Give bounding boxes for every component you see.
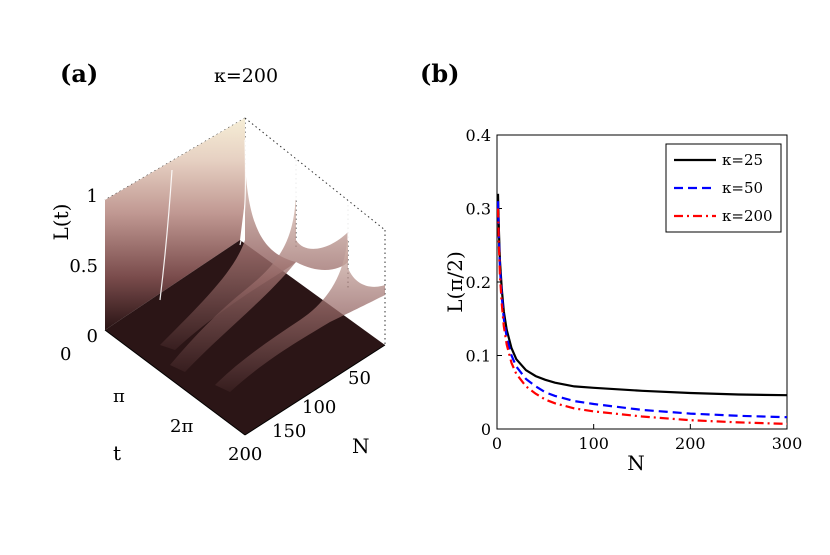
y-tick-label-3: 0.3 [466,200,491,219]
surface-back-wall [105,118,245,330]
surface-peak-lines [159,139,349,301]
panel-a-ttick-pi: π [113,386,125,407]
panel-b-ylabel: L(π/2) [443,251,467,313]
panel-b-series [496,193,788,425]
panel-b-legend: κ=25 κ=50 κ=200 [665,143,782,233]
panel-a-ttick-2pi: 2π [170,416,193,437]
y-tick-label-0: 0 [481,420,491,439]
panel-b-line-chart: (b) 0 100 200 300 0 0.1 0.2 0.3 0.4 L(π/2) N κ=2… [420,59,802,475]
series-line-kappa-200 [496,208,788,425]
panel-a-title: κ=200 [214,65,278,87]
x-tick-label-0: 0 [492,434,502,453]
x-tick-label-3: 300 [772,434,803,453]
panel-a-ylabel: N [352,434,370,458]
panel-a-surface-plot: (a) κ=200 L [49,59,386,465]
panel-b-ticks: 0 100 200 300 0 0.1 0.2 0.3 0.4 [466,126,803,453]
x-tick-label-1: 100 [578,434,609,453]
surface-ridge-1 [160,160,296,350]
panel-a-ntick-100: 100 [302,397,336,418]
panel-b-xlabel: N [627,451,645,475]
panel-a-front-edges [104,329,386,436]
series-line-kappa-50 [496,201,788,419]
legend-box [665,143,782,233]
x-tick-label-2: 200 [675,434,706,453]
panel-a-zlabel: L(t) [49,204,73,241]
legend-label-kappa-200: κ=200 [722,207,773,225]
legend-label-kappa-50: κ=50 [722,179,763,197]
panel-a-ntick-150: 150 [272,421,306,442]
legend-label-kappa-25: κ=25 [722,151,763,169]
y-tick-label-1: 0.1 [466,347,491,366]
y-tick-label-2: 0.2 [466,273,491,292]
panel-a-ntick-50: 50 [348,368,371,389]
surface-floor [105,240,385,435]
panel-a-ntick-200: 200 [228,444,262,465]
panel-a-ztick-0: 0 [87,326,98,347]
panel-a-ztick-1: 1 [87,186,98,207]
panel-a-ttick-0: 0 [60,344,71,365]
panel-b-label: (b) [420,59,460,88]
surface-ridge-2 [170,185,348,372]
y-tick-label-4: 0.4 [466,126,491,145]
panel-a-ztick-0-5: 0.5 [69,256,98,277]
panel-a-xlabel: t [113,441,121,465]
panel-a-label: (a) [60,59,98,88]
surface-ridge-3 [215,225,385,392]
